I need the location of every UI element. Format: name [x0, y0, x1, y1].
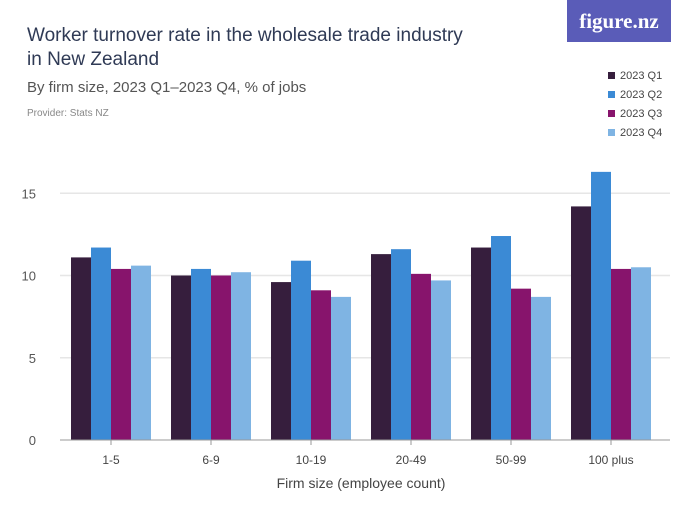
bar-20-49-2023-Q2: [391, 249, 411, 440]
x-tick-label: 50-99: [496, 453, 527, 467]
bar-20-49-2023-Q1: [371, 254, 391, 440]
bar-50-99-2023-Q1: [471, 247, 491, 440]
x-tick-label: 100 plus: [588, 453, 633, 467]
x-tick-label: 6-9: [202, 453, 220, 467]
x-tick-label: 10-19: [296, 453, 327, 467]
bar-100 plus-2023-Q4: [631, 267, 651, 440]
bar-10-19-2023-Q3: [311, 290, 331, 440]
bar-100 plus-2023-Q3: [611, 268, 631, 440]
bar-1-5-2023-Q4: [131, 265, 151, 440]
legend-swatch: [608, 72, 615, 79]
bar-50-99-2023-Q3: [511, 288, 531, 440]
bar-1-5-2023-Q2: [91, 247, 111, 440]
bar-100 plus-2023-Q1: [571, 206, 591, 440]
y-tick-label: 15: [22, 186, 36, 201]
y-tick-label: 0: [29, 433, 36, 448]
provider: Provider: Stats NZ: [27, 108, 109, 119]
bar-6-9-2023-Q4: [231, 272, 251, 440]
bar-1-5-2023-Q1: [71, 257, 91, 440]
bar-10-19-2023-Q4: [331, 296, 351, 440]
bar-100 plus-2023-Q2: [591, 171, 611, 441]
x-axis-label: Firm size (employee count): [277, 475, 446, 491]
figure-nz-logo[interactable]: figure.nz: [567, 0, 671, 42]
legend-label: 2023 Q2: [620, 88, 663, 101]
legend-label: 2023 Q4: [620, 126, 663, 139]
legend-item: 2023 Q2: [608, 85, 662, 104]
bar-50-99-2023-Q2: [491, 236, 511, 440]
bar-10-19-2023-Q2: [291, 260, 311, 440]
legend-item: 2023 Q1: [608, 66, 662, 85]
bar-10-19-2023-Q1: [271, 282, 291, 440]
legend-swatch: [608, 91, 615, 98]
chart-title: Worker turnover rate in the wholesale tr…: [27, 25, 463, 70]
legend-swatch: [608, 110, 615, 117]
bar-1-5-2023-Q3: [111, 268, 131, 440]
y-tick-label: 5: [29, 351, 36, 366]
chart-subtitle: By firm size, 2023 Q1–2023 Q4, % of jobs: [27, 79, 307, 96]
legend-item: 2023 Q3: [608, 104, 662, 123]
legend: 2023 Q1 2023 Q2 2023 Q3 2023 Q4: [608, 66, 662, 142]
bar-20-49-2023-Q3: [411, 273, 431, 440]
x-tick-label: 20-49: [396, 453, 427, 467]
bar-6-9-2023-Q3: [211, 275, 231, 440]
legend-label: 2023 Q3: [620, 107, 663, 120]
legend-label: 2023 Q1: [620, 69, 663, 82]
bar-6-9-2023-Q1: [171, 275, 191, 440]
y-tick-label: 10: [22, 269, 36, 284]
bar-6-9-2023-Q2: [191, 268, 211, 440]
legend-item: 2023 Q4: [608, 123, 662, 142]
bar-50-99-2023-Q4: [531, 296, 551, 440]
x-tick-label: 1-5: [102, 453, 120, 467]
bar-20-49-2023-Q4: [431, 280, 451, 440]
legend-swatch: [608, 129, 615, 136]
